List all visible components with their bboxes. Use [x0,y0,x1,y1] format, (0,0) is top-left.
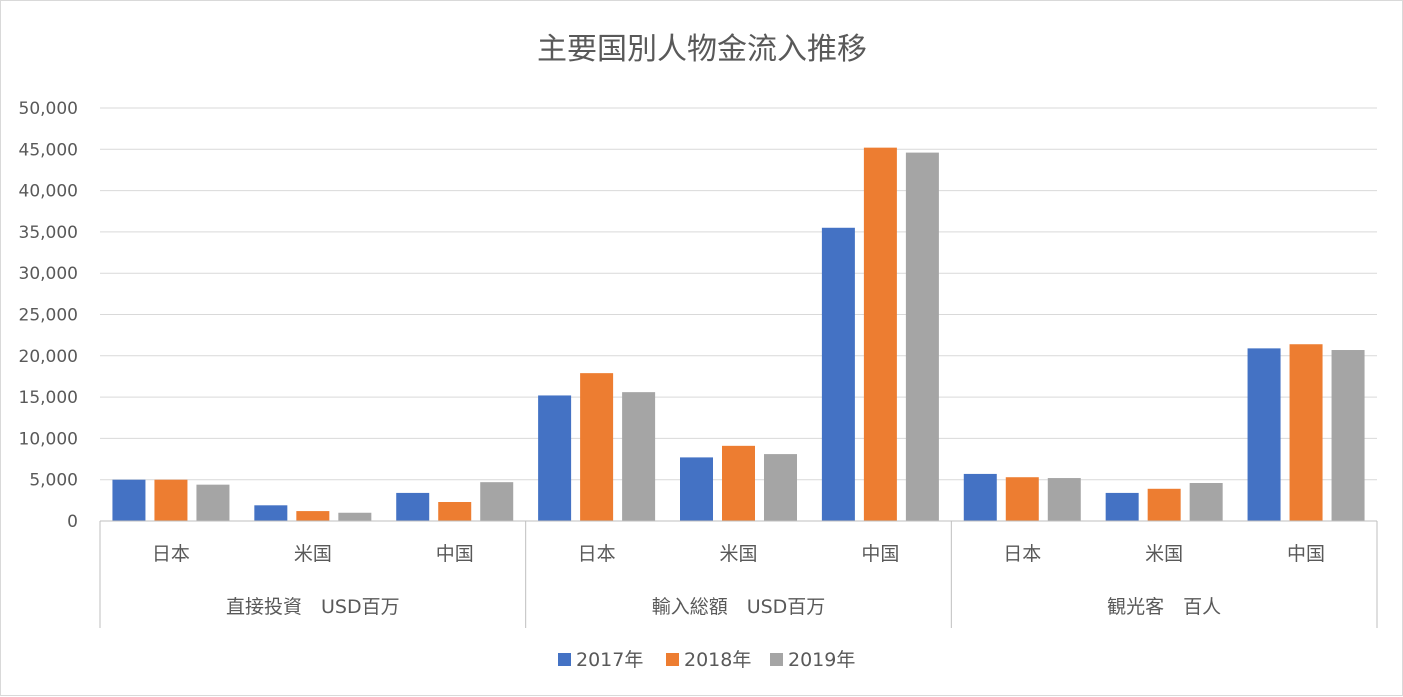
bar [154,479,188,521]
bar [480,482,514,521]
bar [296,511,330,521]
bar [905,152,939,521]
bar [1005,477,1039,521]
y-tick-label: 15,000 [19,388,78,408]
x-category-label: 日本 [1003,543,1041,565]
y-tick-label: 0 [67,512,78,532]
bar [764,454,797,521]
bar [338,512,372,521]
bar [112,479,146,521]
legend-label: 2019年 [788,649,855,671]
x-category-label: 中国 [861,543,899,565]
bar [538,395,572,521]
bar [680,457,713,521]
legend-swatch [770,653,783,666]
legend-swatch [666,653,679,666]
bar [963,473,997,521]
y-tick-label: 25,000 [19,306,78,326]
bar [1105,492,1139,521]
y-tick-label: 45,000 [19,140,78,160]
bar [622,392,656,521]
bar [196,484,230,521]
bar [580,373,614,521]
legend-swatch [558,653,571,666]
y-tick-label: 5,000 [29,471,78,491]
y-tick-label: 30,000 [19,264,78,284]
x-category-label: 米国 [1145,543,1183,565]
bars [112,147,1365,521]
bar [1247,348,1281,521]
y-axis-ticks: 0 5,000 10,000 15,000 20,000 25,000 30,000 35,0… [19,99,78,532]
y-tick-label: 50,000 [19,99,78,119]
y-tick-label: 20,000 [19,347,78,367]
x-group-label: 直接投資 USD百万 [226,596,400,618]
x-category-label: 米国 [294,543,332,565]
bar [1047,478,1081,521]
bar [438,502,472,521]
x-group-label: 観光客 百人 [1107,596,1221,618]
x-category-label: 中国 [436,543,474,565]
x-category-label: 米国 [719,543,757,565]
bar [1289,344,1323,521]
y-tick-label: 10,000 [19,429,78,449]
bar [722,445,755,521]
bar [396,492,430,521]
x-group-label: 輸入総額 USD百万 [652,596,826,618]
chart-title: 主要国別人物金流入推移 [537,32,867,67]
y-tick-label: 40,000 [19,182,78,202]
bar [863,147,897,521]
x-category-label: 日本 [152,543,190,565]
bar [1189,483,1223,521]
bar [254,505,288,521]
gridlines [100,107,1377,481]
bar [821,227,855,521]
legend-label: 2018年 [684,649,751,671]
x-category-label: 中国 [1287,543,1325,565]
legend: 2017年 2018年 2019年 [558,649,855,671]
legend-label: 2017年 [576,649,643,671]
y-tick-label: 35,000 [19,223,78,243]
bar [1331,350,1365,521]
bar [1147,488,1181,521]
x-category-label: 日本 [578,543,616,565]
